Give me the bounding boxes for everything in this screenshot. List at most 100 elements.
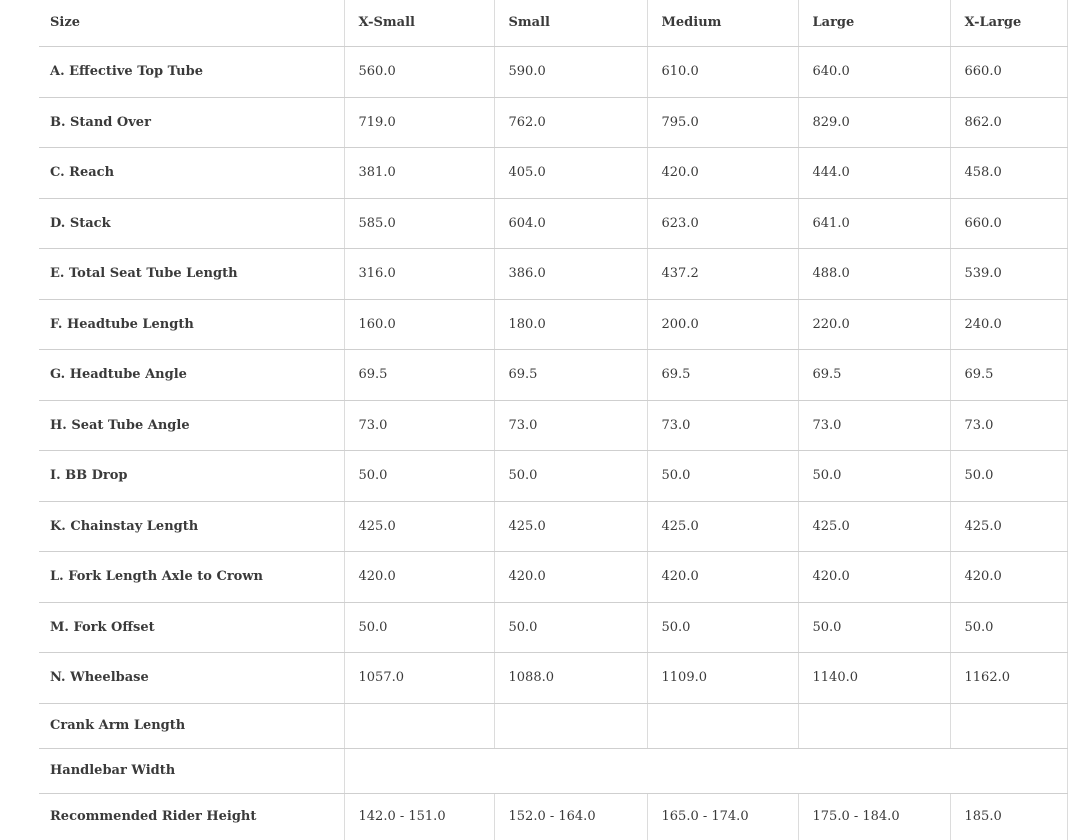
- row-label: D. Stack: [39, 198, 344, 249]
- header-x-small: X-Small: [343, 0, 494, 47]
- table-cell: 420.0: [797, 551, 950, 603]
- table-cell: 420.0: [646, 147, 798, 199]
- table-cell: 539.0: [949, 248, 1068, 300]
- table-cell: 425.0: [343, 501, 494, 552]
- table-row: Crank Arm Length: [39, 703, 1068, 749]
- table-cell: 69.5: [493, 349, 647, 401]
- table-row: C. Reach 381.0 405.0 420.0 444.0 458.0: [39, 147, 1068, 199]
- table-cell: 50.0: [493, 450, 647, 502]
- table-cell: 585.0: [343, 198, 494, 249]
- table-cell: 386.0: [493, 248, 647, 300]
- table-row: A. Effective Top Tube 560.0 590.0 610.0 640.…: [39, 46, 1068, 98]
- table-cell: 660.0: [949, 198, 1068, 249]
- table-row: Handlebar Width: [39, 748, 1068, 794]
- table-cell: 405.0: [493, 147, 647, 199]
- table-cell: 623.0: [646, 198, 798, 249]
- table-row: N. Wheelbase 1057.0 1088.0 1109.0 1140.0 1162…: [39, 652, 1068, 704]
- row-label: C. Reach: [39, 147, 344, 199]
- row-label: E. Total Seat Tube Length: [39, 248, 344, 300]
- row-label: H. Seat Tube Angle: [39, 400, 344, 451]
- table-row: H. Seat Tube Angle 73.0 73.0 73.0 73.0 73.0: [39, 400, 1068, 451]
- table-cell: 420.0: [343, 551, 494, 603]
- table-cell: 420.0: [493, 551, 647, 603]
- table-body: A. Effective Top Tube 560.0 590.0 610.0 640.…: [39, 46, 1068, 840]
- table-cell: 719.0: [343, 97, 494, 148]
- table-cell: 560.0: [343, 46, 494, 98]
- table-cell: 829.0: [797, 97, 950, 148]
- table-cell: 73.0: [493, 400, 647, 451]
- table-cell: 69.5: [797, 349, 950, 401]
- table-cell: 73.0: [797, 400, 950, 451]
- table-cell: 862.0: [949, 97, 1068, 148]
- table-cell: 420.0: [949, 551, 1068, 603]
- header-row: Size X-Small Small Medium Large X-Large: [39, 0, 1068, 47]
- row-label: F. Headtube Length: [39, 299, 344, 350]
- table-cell: 50.0: [797, 450, 950, 502]
- table-cell: [343, 703, 494, 749]
- header-small: Small: [493, 0, 647, 47]
- table-row: G. Headtube Angle 69.5 69.5 69.5 69.5 69.5: [39, 349, 1068, 401]
- table-cell: 590.0: [493, 46, 647, 98]
- table-cell: 160.0: [343, 299, 494, 350]
- table-cell: 50.0: [646, 450, 798, 502]
- table-cell: 488.0: [797, 248, 950, 300]
- table-cell: [646, 703, 798, 749]
- table-cell: 50.0: [343, 450, 494, 502]
- table-cell: 458.0: [949, 147, 1068, 199]
- row-label: Recommended Rider Height: [50, 809, 257, 824]
- table-row: M. Fork Offset 50.0 50.0 50.0 50.0 50.0: [39, 602, 1068, 653]
- table-cell: 795.0: [646, 97, 798, 148]
- header-medium: Medium: [646, 0, 798, 47]
- table-cell: 1057.0: [343, 652, 494, 704]
- table-cell: 425.0: [646, 501, 798, 552]
- table-cell: 444.0: [797, 147, 950, 199]
- row-label: I. BB Drop: [39, 450, 344, 502]
- table-cell: 1088.0: [493, 652, 647, 704]
- table-cell: 69.5: [949, 349, 1068, 401]
- table-cell: 69.5: [646, 349, 798, 401]
- header-size: Size: [39, 0, 344, 47]
- table-cell: 640.0: [797, 46, 950, 98]
- table-cell: 316.0: [343, 248, 494, 300]
- table-row: E. Total Seat Tube Length 316.0 386.0 437.2…: [39, 248, 1068, 300]
- row-label: L. Fork Length Axle to Crown: [39, 551, 344, 603]
- table-cell: 175.0 - 184.0: [797, 793, 950, 840]
- table-row: L. Fork Length Axle to Crown 420.0 420.0 42…: [39, 551, 1068, 603]
- table-cell: 73.0: [949, 400, 1068, 451]
- table-cell: 50.0: [493, 602, 647, 653]
- row-label: Handlebar Width: [39, 748, 344, 794]
- table-cell: 50.0: [797, 602, 950, 653]
- table-cell: 142.0 - 151.0: [343, 793, 494, 840]
- row-label: N. Wheelbase: [39, 652, 344, 704]
- row-label: B. Stand Over: [39, 97, 344, 148]
- table-cell: 604.0: [493, 198, 647, 249]
- table-cell: 660.0: [949, 46, 1068, 98]
- table-cell: 425.0: [949, 501, 1068, 552]
- table-row: F. Headtube Length 160.0 180.0 200.0 220.0 24…: [39, 299, 1068, 350]
- table-cell: 152.0 - 164.0: [493, 793, 647, 840]
- header-x-large: X-Large: [949, 0, 1068, 47]
- table-cell: 69.5: [343, 349, 494, 401]
- table-cell: 381.0: [343, 147, 494, 199]
- table-cell: 220.0: [797, 299, 950, 350]
- table-cell: [493, 703, 647, 749]
- table-row: D. Stack 585.0 604.0 623.0 641.0 660.0: [39, 198, 1068, 249]
- table-cell: 73.0: [646, 400, 798, 451]
- table-row: B. Stand Over 719.0 762.0 795.0 829.0 862.0: [39, 97, 1068, 148]
- table-cell: 73.0: [343, 400, 494, 451]
- table-cell: 50.0: [343, 602, 494, 653]
- table-cell: 437.2: [646, 248, 798, 300]
- table-cell: 240.0: [949, 299, 1068, 350]
- row-label: A. Effective Top Tube: [39, 46, 344, 98]
- table-cell: 50.0: [949, 602, 1068, 653]
- table-cell: 165.0 - 174.0: [646, 793, 798, 840]
- table-cell: [797, 703, 950, 749]
- header-large: Large: [797, 0, 950, 47]
- table-cell: 180.0: [493, 299, 647, 350]
- table-cell: [343, 748, 1068, 794]
- table-cell: 425.0: [493, 501, 647, 552]
- table-cell: 50.0: [646, 602, 798, 653]
- table-cell: 610.0: [646, 46, 798, 98]
- geometry-table: Size X-Small Small Medium Large X-Large …: [39, 0, 1068, 840]
- table-cell: 425.0: [797, 501, 950, 552]
